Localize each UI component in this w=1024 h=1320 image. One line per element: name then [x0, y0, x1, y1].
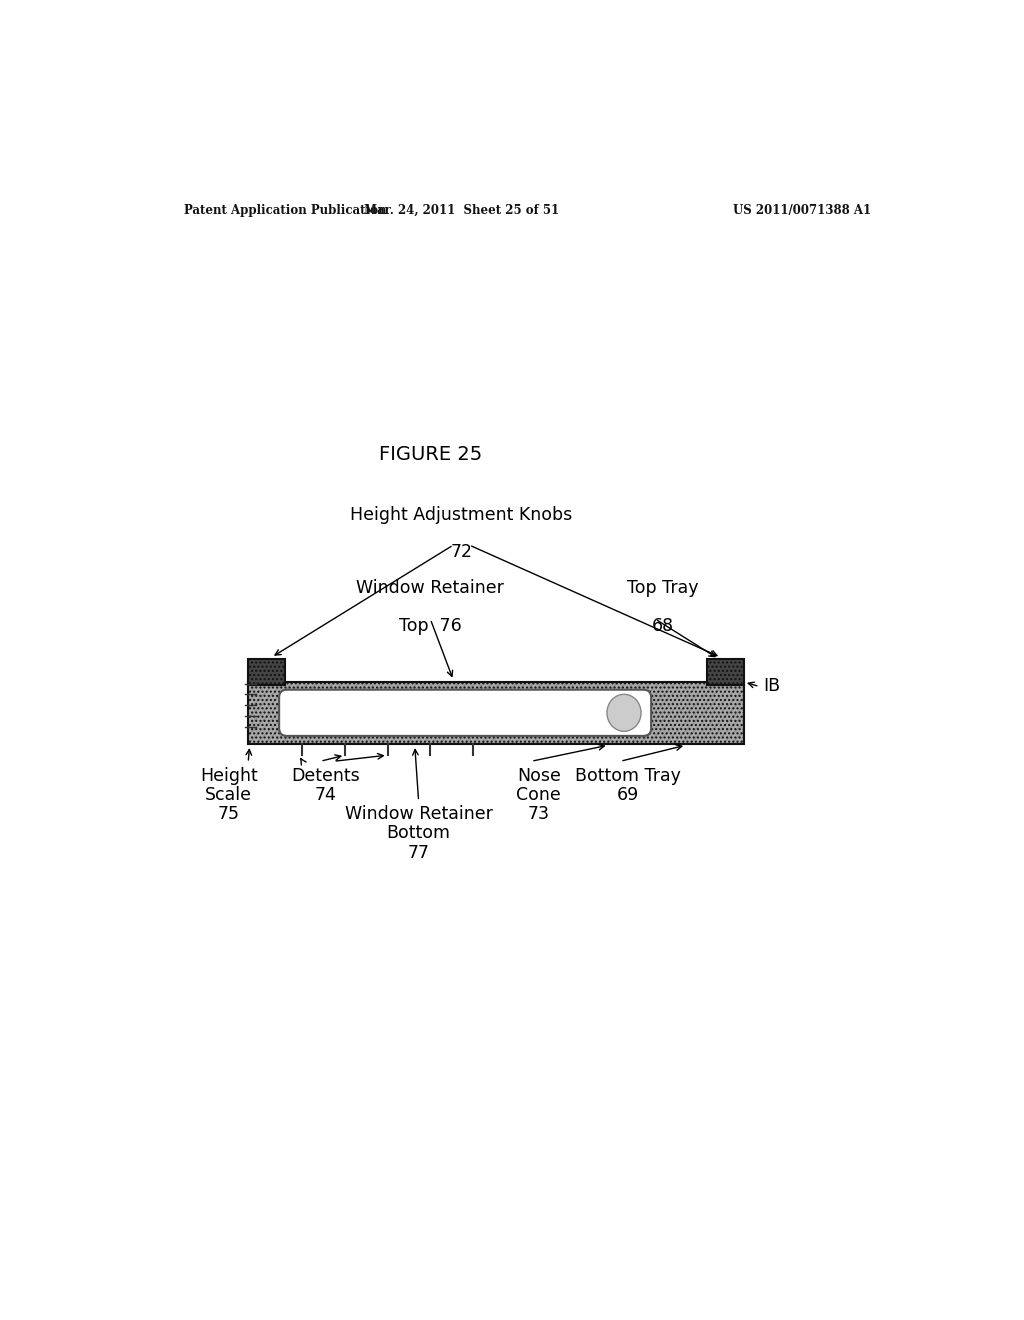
Bar [707, 659, 744, 685]
Text: Scale: Scale [205, 785, 252, 804]
Text: 68: 68 [651, 616, 674, 635]
Text: 77: 77 [408, 843, 430, 862]
Ellipse shape [607, 694, 641, 731]
Text: Patent Application Publication: Patent Application Publication [183, 205, 386, 218]
Text: Cone: Cone [516, 785, 561, 804]
Text: Height Adjustment Knobs: Height Adjustment Knobs [350, 506, 572, 524]
Text: US 2011/0071388 A1: US 2011/0071388 A1 [733, 205, 871, 218]
Text: FIGURE 25: FIGURE 25 [379, 445, 482, 465]
Text: Mar. 24, 2011  Sheet 25 of 51: Mar. 24, 2011 Sheet 25 of 51 [364, 205, 559, 218]
Text: Top Tray: Top Tray [627, 579, 698, 597]
Bar [248, 659, 286, 685]
Text: IB: IB [764, 677, 780, 694]
Text: Bottom: Bottom [387, 825, 451, 842]
Text: 73: 73 [527, 805, 550, 824]
Text: Window Retainer: Window Retainer [345, 805, 493, 824]
Text: Nose: Nose [517, 767, 561, 784]
Text: Height: Height [200, 767, 258, 784]
Text: Top  76: Top 76 [399, 616, 462, 635]
Bar [248, 682, 744, 743]
FancyBboxPatch shape [280, 689, 651, 737]
Text: Window Retainer: Window Retainer [356, 579, 504, 597]
Text: 72: 72 [451, 544, 472, 561]
Text: Bottom Tray: Bottom Tray [574, 767, 681, 784]
Bar [248, 682, 744, 743]
Text: 74: 74 [314, 785, 337, 804]
Text: 69: 69 [616, 785, 639, 804]
Text: Detents: Detents [291, 767, 360, 784]
Text: 75: 75 [218, 805, 240, 824]
